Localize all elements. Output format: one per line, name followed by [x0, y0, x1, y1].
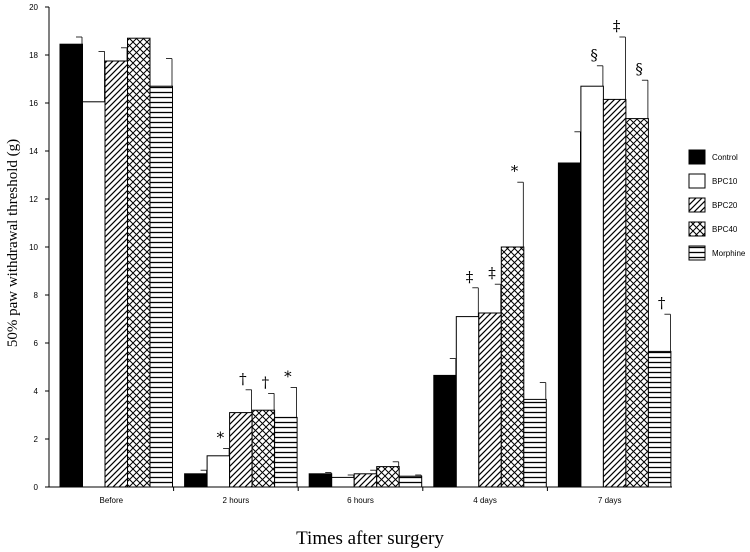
bar-bpc40-2-hours	[251, 409, 276, 488]
y-axis-title: 50% paw withdrawal threshold (g)	[5, 139, 21, 347]
x-tick-label: 7 days	[598, 496, 622, 505]
y-tick-label: 12	[29, 195, 38, 204]
significance-mark: *	[284, 367, 292, 385]
significance-mark: *	[217, 429, 225, 447]
bar-bpc10-4-days	[455, 316, 480, 488]
significance-mark: ‡	[466, 268, 474, 286]
y-tick-label: 18	[29, 51, 38, 60]
bar-control-2-hours	[184, 473, 208, 488]
significance-mark: *	[511, 162, 519, 180]
x-tick-label: 2 hours	[223, 496, 250, 505]
legend-label-morphine: Morphine	[712, 249, 746, 258]
legend-label-bpc20: BPC20	[712, 201, 738, 210]
y-tick-label: 14	[29, 147, 38, 156]
bar-bpc10-7-days	[580, 85, 604, 488]
significance-mark: †	[262, 373, 270, 391]
bar-bpc20-before	[104, 60, 128, 488]
bar-bpc10-before	[82, 101, 106, 488]
legend-swatch-bpc20	[688, 197, 706, 213]
y-axis-title-group: 50% paw withdrawal threshold (g)	[5, 139, 21, 347]
bar-bpc20-2-hours	[229, 412, 253, 488]
bar-bpc20-4-days	[478, 312, 502, 488]
significance-mark: ‡	[488, 264, 496, 282]
y-tick-label: 8	[34, 291, 39, 300]
bar-bpc40-6-hours	[376, 466, 400, 488]
bar-morphine-7-days	[647, 350, 672, 488]
legend-label-bpc10: BPC10	[712, 177, 738, 186]
significance-mark: §	[635, 60, 643, 78]
y-tick-label: 0	[34, 483, 39, 492]
bar-control-7-days	[557, 162, 582, 488]
legend-swatch-morphine	[688, 245, 706, 261]
x-tick-label: 6 hours	[347, 496, 374, 505]
bar-control-6-hours	[308, 473, 333, 488]
bar-bpc20-7-days	[602, 98, 627, 488]
y-tick-label: 2	[34, 435, 39, 444]
legend-label-control: Control	[712, 153, 738, 162]
y-tick-label: 20	[29, 3, 38, 12]
significance-mark: §	[590, 46, 598, 64]
y-tick-label: 10	[29, 243, 38, 252]
x-tick-label: Before	[100, 496, 124, 505]
y-tick-label: 4	[34, 387, 39, 396]
bar-bpc10-2-hours	[206, 455, 231, 488]
legend-swatch-bpc40	[688, 221, 706, 237]
bar-bpc40-7-days	[625, 118, 649, 488]
bar-control-4-days	[433, 374, 457, 488]
legend: Control BPC10 BPC20 BPC40 Morphine	[688, 149, 746, 261]
bar-bpc20-6-hours	[353, 473, 378, 488]
bar-morphine-2-hours	[274, 416, 298, 488]
significance-mark: ‡	[613, 17, 621, 35]
significance-mark: †	[658, 294, 666, 312]
x-tick-label: 4 days	[473, 496, 497, 505]
legend-swatch-bpc10	[688, 173, 706, 189]
y-tick-label: 16	[29, 99, 38, 108]
bar-control-before	[59, 43, 83, 488]
y-tick-label: 6	[34, 339, 39, 348]
bar-morphine-4-days	[523, 398, 547, 488]
plot-area: 0 2 4 6 8 10 12 14 16 18 20 Before 2 hours 6 hours 4 d…	[29, 3, 672, 505]
significance-mark: †	[239, 370, 247, 388]
bar-morphine-6-hours	[398, 475, 423, 488]
bar-bpc10-6-hours	[331, 476, 355, 488]
legend-swatch-control	[688, 149, 706, 165]
x-axis-title: Times after surgery	[296, 528, 444, 549]
bar-morphine-before	[149, 85, 173, 488]
bar-bpc40-4-days	[500, 246, 525, 488]
bar-bpc40-before	[127, 37, 151, 488]
legend-label-bpc40: BPC40	[712, 225, 738, 234]
